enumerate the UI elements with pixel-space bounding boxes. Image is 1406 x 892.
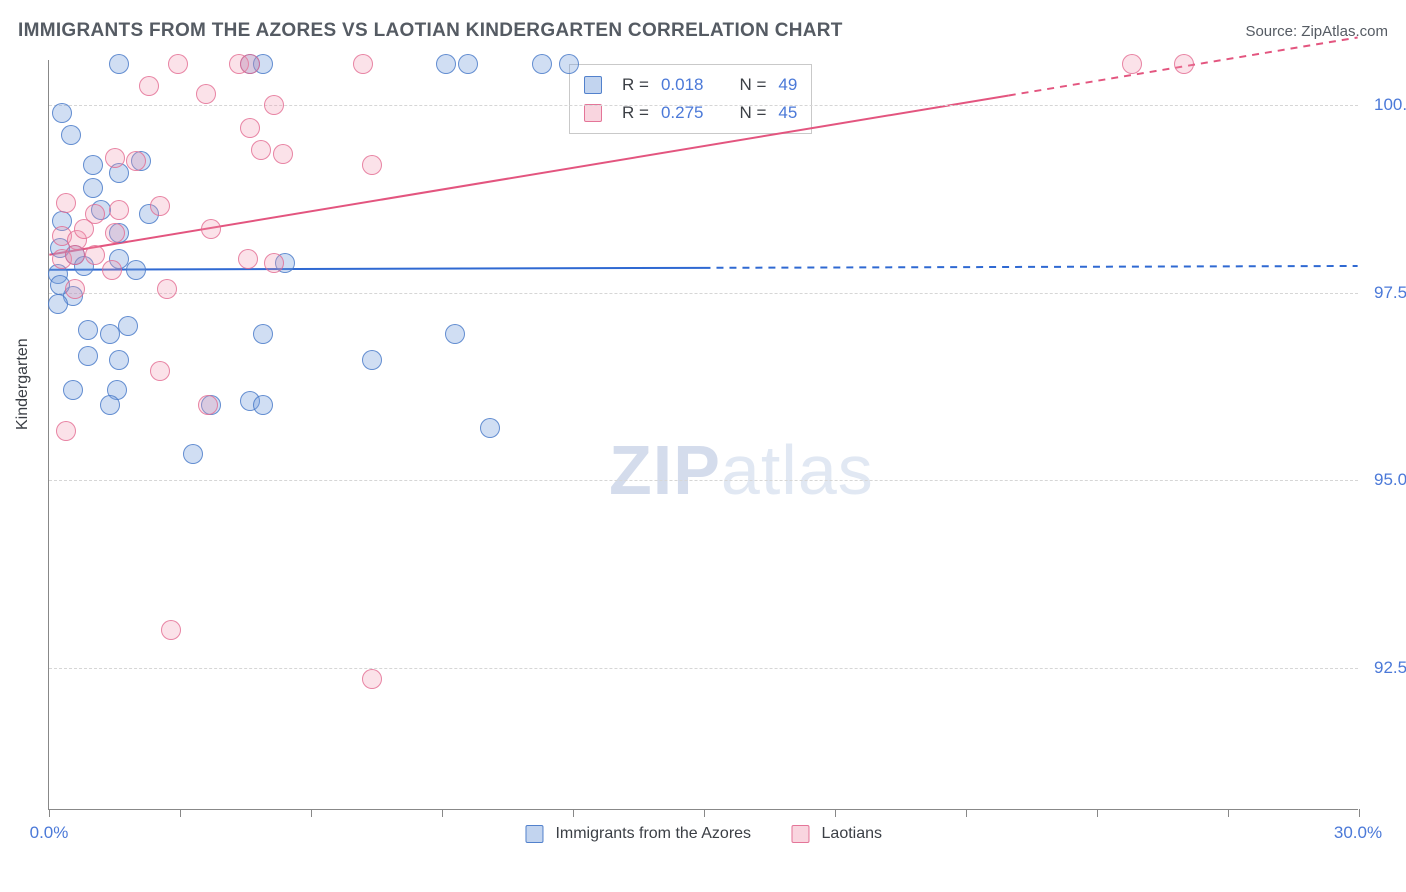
data-point (126, 151, 146, 171)
data-point (65, 245, 85, 265)
data-point (273, 144, 293, 164)
x-tick (49, 809, 50, 817)
data-point (150, 361, 170, 381)
data-point (253, 324, 273, 344)
data-point (109, 350, 129, 370)
legend-item-azores: Immigrants from the Azores (525, 825, 751, 843)
swatch-pink-icon (791, 825, 809, 843)
data-point (362, 155, 382, 175)
data-point (83, 155, 103, 175)
legend-item-laotians: Laotians (791, 825, 882, 843)
trend-line (49, 95, 1008, 254)
x-tick (311, 809, 312, 817)
data-point (56, 193, 76, 213)
data-point (56, 421, 76, 441)
y-tick-label: 95.0% (1360, 470, 1406, 490)
data-point (83, 178, 103, 198)
data-point (251, 140, 271, 160)
y-tick-label: 100.0% (1360, 95, 1406, 115)
trend-line (49, 268, 703, 270)
data-point (63, 380, 83, 400)
swatch-blue-icon (525, 825, 543, 843)
data-point (102, 260, 122, 280)
data-point (196, 84, 216, 104)
x-tick-label-max: 30.0% (1334, 823, 1382, 843)
gridline (49, 668, 1358, 669)
y-tick-label: 92.5% (1360, 658, 1406, 678)
data-point (105, 148, 125, 168)
x-tick (573, 809, 574, 817)
data-point (201, 219, 221, 239)
gridline (49, 480, 1358, 481)
data-point (362, 350, 382, 370)
data-point (61, 125, 81, 145)
data-point (74, 219, 94, 239)
data-point (183, 444, 203, 464)
data-point (161, 620, 181, 640)
data-point (458, 54, 478, 74)
gridline (49, 293, 1358, 294)
data-point (126, 260, 146, 280)
data-point (240, 118, 260, 138)
data-point (436, 54, 456, 74)
data-point (240, 54, 260, 74)
data-point (362, 669, 382, 689)
data-point (532, 54, 552, 74)
legend: Immigrants from the Azores Laotians (525, 825, 882, 843)
data-point (109, 54, 129, 74)
data-point (1174, 54, 1194, 74)
x-tick (180, 809, 181, 817)
data-point (65, 279, 85, 299)
data-point (48, 294, 68, 314)
x-tick (442, 809, 443, 817)
x-tick (1359, 809, 1360, 817)
gridline (49, 105, 1358, 106)
data-point (480, 418, 500, 438)
trend-lines (49, 60, 1358, 809)
x-tick (835, 809, 836, 817)
x-tick (1228, 809, 1229, 817)
data-point (168, 54, 188, 74)
data-point (118, 316, 138, 336)
data-point (264, 253, 284, 273)
x-tick (1097, 809, 1098, 817)
data-point (78, 320, 98, 340)
source-attribution: Source: ZipAtlas.com (1245, 23, 1388, 40)
data-point (78, 346, 98, 366)
data-point (105, 223, 125, 243)
trend-line (704, 266, 1358, 268)
data-point (353, 54, 373, 74)
x-tick (704, 809, 705, 817)
data-point (253, 395, 273, 415)
data-point (139, 76, 159, 96)
x-tick-label-min: 0.0% (30, 823, 69, 843)
data-point (198, 395, 218, 415)
data-point (157, 279, 177, 299)
data-point (264, 95, 284, 115)
scatter-plot-area: ZIPatlas R = 0.018 N = 49 R = 0.275 N = … (48, 60, 1358, 810)
data-point (85, 245, 105, 265)
data-point (150, 196, 170, 216)
data-point (52, 103, 72, 123)
x-tick (966, 809, 967, 817)
data-point (238, 249, 258, 269)
data-point (109, 200, 129, 220)
data-point (1122, 54, 1142, 74)
data-point (445, 324, 465, 344)
data-point (100, 395, 120, 415)
y-axis-label: Kindergarten (14, 338, 32, 430)
chart-title: IMMIGRANTS FROM THE AZORES VS LAOTIAN KI… (18, 20, 843, 42)
data-point (559, 54, 579, 74)
y-tick-label: 97.5% (1360, 283, 1406, 303)
